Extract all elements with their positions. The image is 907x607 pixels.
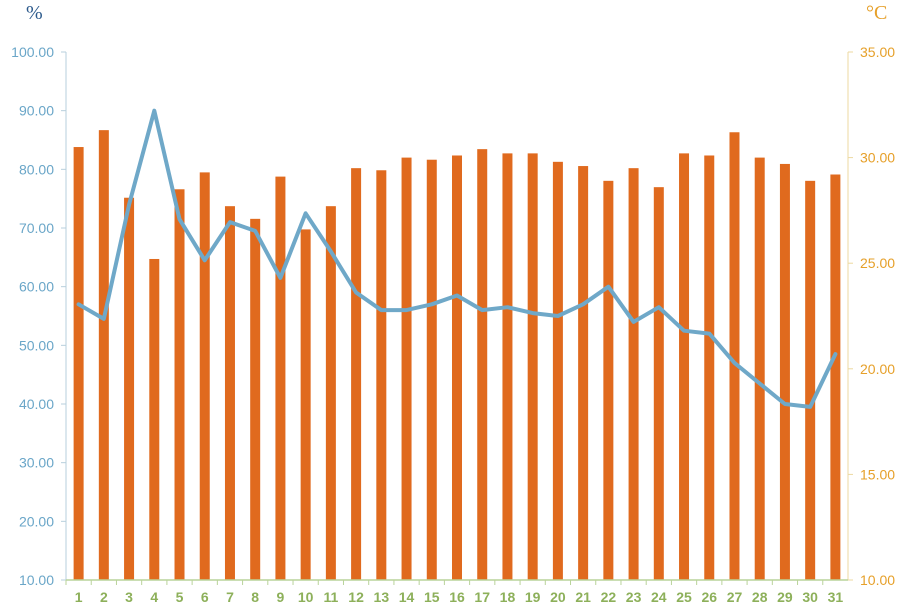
- bar-series: [73, 130, 841, 581]
- x-tick-label: 28: [752, 589, 768, 605]
- left-tick-label: 90.00: [19, 103, 54, 119]
- bar: [578, 166, 589, 580]
- right-tick-label: 30.00: [860, 150, 895, 166]
- line-series: [76, 108, 838, 409]
- left-tick-label: 80.00: [19, 161, 54, 177]
- x-tick-label: 21: [575, 589, 591, 605]
- bar: [830, 174, 841, 580]
- bar: [805, 180, 816, 580]
- right-tick-label: 20.00: [860, 361, 895, 377]
- x-tick-label: 16: [449, 589, 465, 605]
- x-tick-label: 24: [651, 589, 667, 605]
- bar: [275, 176, 286, 580]
- x-tick-label: 13: [374, 589, 390, 605]
- left-tick-label: 70.00: [19, 220, 54, 236]
- bar: [452, 155, 462, 580]
- right-tick-label: 10.00: [860, 572, 895, 588]
- x-tick-labels: 1 2 3 4 5 6 7 8 9 10 11 12 13 14 15 16 17 18 19 20 21 22 23 24 2…: [65, 580, 844, 605]
- bar: [376, 170, 387, 580]
- x-tick-label: 7: [226, 589, 234, 605]
- bar: [351, 168, 362, 580]
- x-tick-label: 11: [323, 589, 338, 605]
- bar: [477, 149, 488, 581]
- x-tick-label: 19: [525, 589, 541, 605]
- x-tick-label: 14: [399, 589, 415, 605]
- x-tick-label: 6: [201, 589, 209, 605]
- bar: [300, 229, 311, 580]
- left-tick-labels: 10.00 20.00 30.00 40.00 50.00 60.00 70.00 80.00…: [11, 44, 66, 588]
- x-tick-label: 3: [125, 589, 133, 605]
- x-tick-label: 15: [424, 589, 440, 605]
- bar: [502, 153, 513, 580]
- bar: [325, 206, 336, 580]
- x-tick-label: 27: [727, 589, 743, 605]
- bar: [779, 163, 790, 580]
- left-tick-label: 30.00: [19, 455, 54, 471]
- bar: [653, 187, 664, 580]
- left-tick-label: 40.00: [19, 396, 54, 412]
- bar: [98, 130, 109, 581]
- x-tick-label: 20: [550, 589, 566, 605]
- bar: [603, 180, 614, 580]
- x-tick-label: 31: [828, 589, 844, 605]
- x-tick-label: 5: [176, 589, 184, 605]
- left-tick-label: 100.00: [11, 44, 54, 60]
- left-axis-unit: %: [26, 2, 43, 24]
- bar: [527, 153, 538, 580]
- bar: [73, 147, 84, 581]
- x-tick-label: 22: [601, 589, 617, 605]
- right-tick-label: 25.00: [860, 255, 895, 271]
- bar: [250, 218, 261, 580]
- x-tick-label: 29: [777, 589, 793, 605]
- bar: [704, 155, 715, 580]
- left-tick-label: 10.00: [19, 572, 54, 588]
- bar: [149, 258, 160, 580]
- x-tick-label: 23: [626, 589, 642, 605]
- x-tick-label: 8: [251, 589, 259, 605]
- bar: [224, 206, 235, 580]
- bar: [426, 159, 437, 580]
- x-tick-label: 9: [277, 589, 285, 605]
- bar: [552, 161, 563, 580]
- bar: [174, 189, 185, 580]
- x-tick-label: 17: [474, 589, 490, 605]
- right-tick-label: 35.00: [860, 44, 895, 60]
- bar: [401, 157, 412, 580]
- x-tick-label: 25: [676, 589, 692, 605]
- x-tick-label: 4: [150, 589, 158, 605]
- axes: [65, 52, 849, 581]
- x-tick-label: 30: [802, 589, 818, 605]
- bar: [729, 132, 740, 581]
- bar: [628, 168, 639, 580]
- x-tick-label: 12: [348, 589, 364, 605]
- right-axis-unit: °C: [866, 2, 887, 24]
- x-tick-label: 18: [500, 589, 516, 605]
- x-tick-label: 26: [701, 589, 717, 605]
- bar: [199, 172, 210, 580]
- right-tick-label: 15.00: [860, 466, 895, 482]
- left-tick-label: 20.00: [19, 513, 54, 529]
- bar: [124, 197, 135, 580]
- left-tick-label: 50.00: [19, 337, 54, 353]
- x-tick-label: 2: [100, 589, 108, 605]
- x-tick-label: 10: [298, 589, 314, 605]
- bar: [679, 153, 690, 580]
- left-tick-label: 60.00: [19, 279, 54, 295]
- x-tick-label: 1: [75, 589, 83, 605]
- right-tick-labels: 10.00 15.00 20.00 25.00 30.00 35.00: [848, 44, 895, 588]
- bar: [754, 157, 765, 580]
